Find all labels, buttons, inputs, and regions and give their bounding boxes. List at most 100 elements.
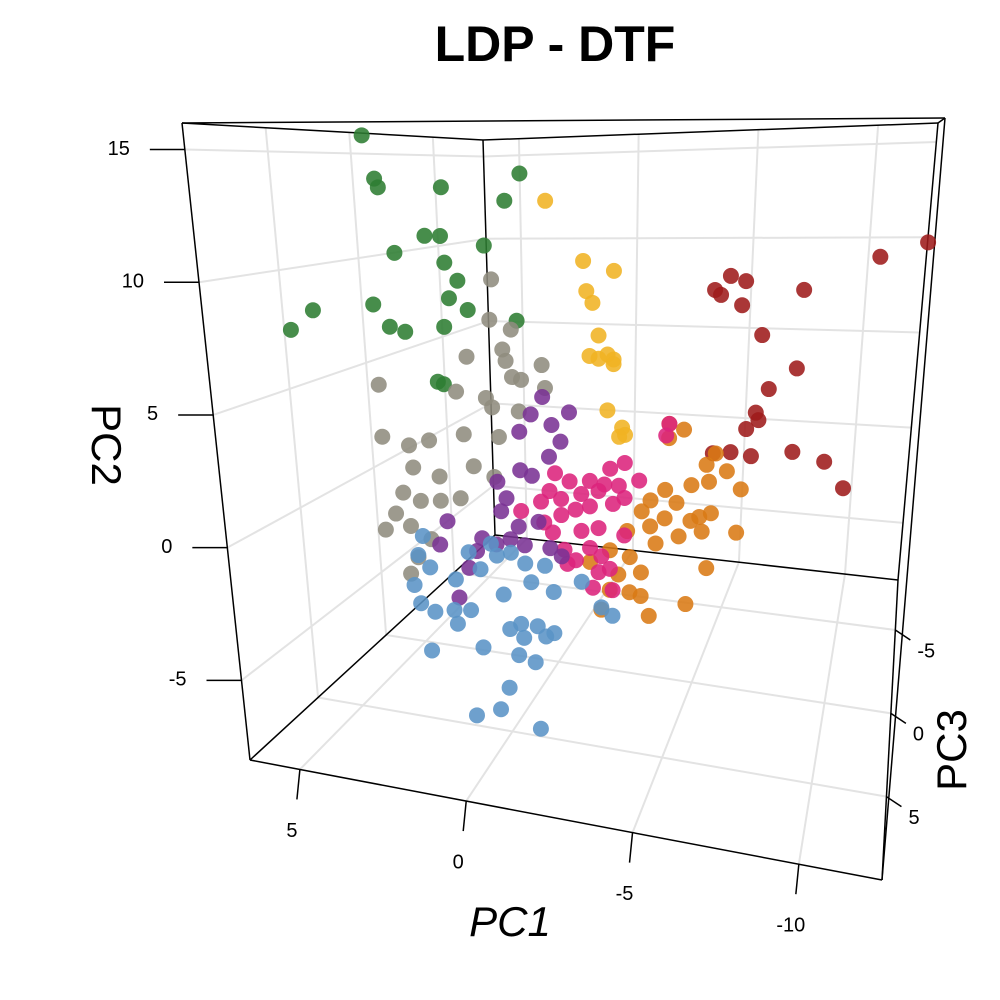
point xyxy=(511,647,528,664)
point xyxy=(728,524,745,541)
point xyxy=(446,602,463,619)
point xyxy=(483,271,500,288)
point xyxy=(656,510,673,527)
point xyxy=(605,356,622,373)
z-tick xyxy=(890,712,907,724)
point xyxy=(593,599,610,616)
point xyxy=(475,639,492,656)
point xyxy=(513,503,530,520)
point xyxy=(533,357,550,374)
y-tick-label: 5 xyxy=(147,403,158,425)
point xyxy=(490,428,507,445)
point xyxy=(412,492,429,509)
point xyxy=(435,376,452,393)
point xyxy=(540,448,557,465)
point xyxy=(658,427,675,444)
point xyxy=(370,376,387,393)
point xyxy=(452,490,469,507)
point xyxy=(516,629,533,646)
point xyxy=(522,406,539,423)
grid-line xyxy=(317,696,887,798)
grid-line xyxy=(737,129,760,563)
point xyxy=(386,244,403,261)
point xyxy=(713,286,730,303)
point xyxy=(482,535,499,552)
point xyxy=(381,318,398,335)
point xyxy=(397,323,414,340)
point xyxy=(432,179,449,196)
point xyxy=(458,348,475,365)
point xyxy=(616,454,633,471)
point xyxy=(405,459,422,476)
point xyxy=(410,547,427,564)
point xyxy=(511,423,528,440)
point xyxy=(463,602,480,619)
point xyxy=(447,571,464,588)
point xyxy=(670,528,687,545)
point xyxy=(734,297,751,314)
point xyxy=(377,521,394,538)
point xyxy=(451,589,468,606)
point xyxy=(553,548,570,565)
grid-line xyxy=(348,132,388,636)
point xyxy=(584,294,601,311)
point xyxy=(511,165,528,182)
point xyxy=(431,227,448,244)
point xyxy=(605,262,622,279)
point xyxy=(616,527,633,544)
point xyxy=(432,492,449,509)
point xyxy=(365,296,382,313)
point xyxy=(459,301,476,318)
box-edge xyxy=(181,122,251,761)
point xyxy=(502,544,519,561)
point xyxy=(816,453,833,470)
point xyxy=(722,444,739,461)
point xyxy=(642,518,659,535)
point xyxy=(573,522,590,539)
point xyxy=(835,480,852,497)
point xyxy=(700,473,717,490)
point xyxy=(416,227,433,244)
point xyxy=(693,523,710,540)
grid-line xyxy=(431,137,456,573)
point xyxy=(590,564,607,581)
point xyxy=(424,642,441,659)
point xyxy=(493,701,510,718)
point xyxy=(421,432,438,449)
point xyxy=(677,596,694,613)
point xyxy=(698,456,715,473)
point xyxy=(534,388,551,405)
point xyxy=(523,467,540,484)
point xyxy=(493,503,510,520)
point xyxy=(578,283,595,300)
box-edge xyxy=(249,534,496,761)
point xyxy=(532,720,549,737)
point xyxy=(406,576,423,593)
point xyxy=(422,559,439,576)
point xyxy=(501,679,518,696)
point xyxy=(553,490,570,507)
grid-line xyxy=(385,634,892,715)
point xyxy=(732,481,749,498)
z-tick-label: 5 xyxy=(908,807,919,829)
x-tick xyxy=(296,769,301,800)
point xyxy=(498,490,515,507)
point xyxy=(616,490,633,507)
point xyxy=(702,505,719,522)
grid-line xyxy=(488,320,920,334)
point xyxy=(536,557,553,574)
point xyxy=(304,302,321,319)
point xyxy=(414,528,431,545)
point xyxy=(431,468,448,485)
point xyxy=(631,472,648,489)
x-tick-label: 0 xyxy=(453,851,464,873)
point xyxy=(468,707,485,724)
point xyxy=(455,426,472,443)
y-tick-label: 15 xyxy=(108,138,130,160)
point xyxy=(573,573,590,590)
point xyxy=(633,503,650,520)
point xyxy=(547,465,564,482)
z-tick xyxy=(886,796,902,808)
point xyxy=(533,493,550,510)
